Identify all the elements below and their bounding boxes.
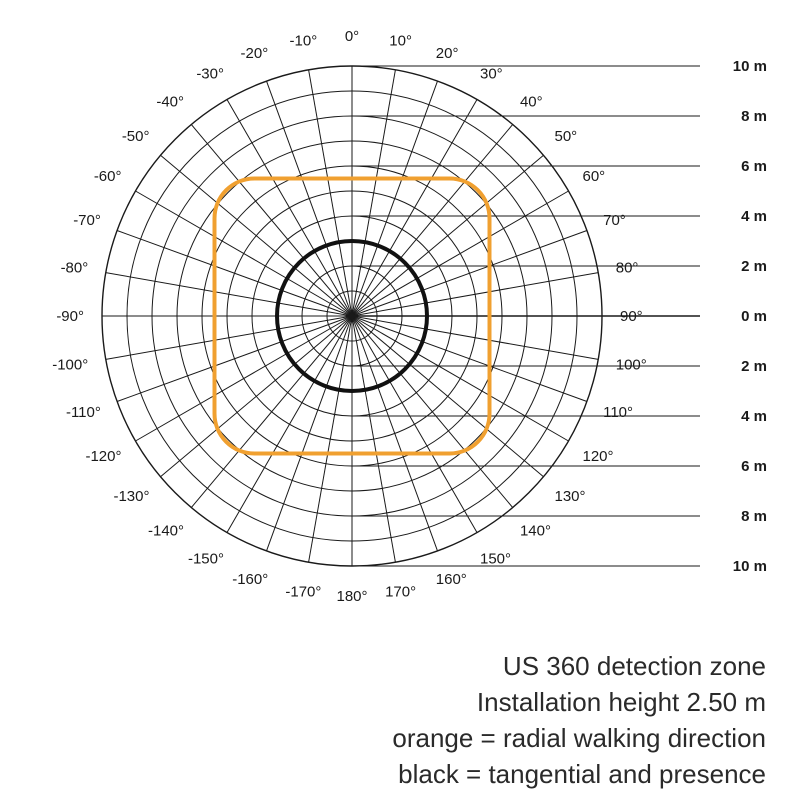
caption: US 360 detection zone Installation heigh… [392, 648, 766, 792]
caption-black-legend: black = tangential and presence [398, 759, 766, 789]
angle-label: -150° [188, 550, 224, 567]
detection-zone-diagram: 0° 10° 20° 30° 40° 50° 60° 70° 80° 90° 100° 110° 120… [52, 28, 767, 605]
distance-label: 4 m [741, 408, 767, 425]
distance-label: 6 m [741, 158, 767, 175]
distance-labels: 10 m 8 m 6 m 4 m 2 m 0 m 2 m 4 m 6 m 8 m 10 m [733, 58, 767, 575]
angle-label: -120° [85, 448, 121, 465]
caption-title: US 360 detection zone [502, 651, 766, 681]
distance-label: 10 m [733, 58, 767, 75]
angle-label: 10° [389, 32, 412, 49]
angle-label: -70° [73, 212, 101, 229]
angle-label: -130° [113, 488, 149, 505]
grid-spoke [160, 154, 353, 317]
detection-zones [212, 176, 492, 456]
angle-label: 0° [345, 28, 359, 45]
grid-spoke [135, 190, 353, 317]
grid-spoke [308, 315, 353, 563]
distance-label: 8 m [741, 508, 767, 525]
grid-spoke [351, 154, 544, 317]
grid-spoke [116, 315, 353, 402]
angle-label: -140° [148, 522, 184, 539]
angle-label: 120° [582, 448, 613, 465]
grid-spoke [351, 124, 514, 317]
angle-label: -110° [66, 404, 101, 421]
grid-spoke [351, 272, 599, 317]
angle-label: -30° [196, 66, 224, 83]
angle-label: -160° [232, 571, 268, 588]
grid-spoke [351, 315, 599, 360]
caption-orange-legend: orange = radial walking direction [392, 723, 766, 753]
distance-label: 10 m [733, 558, 767, 575]
angle-label: -80° [61, 259, 89, 276]
angle-label: -20° [241, 45, 269, 62]
angle-label: 30° [480, 66, 503, 83]
grid-spoke [351, 315, 569, 442]
grid-spoke [160, 315, 353, 478]
grid-spoke [351, 315, 514, 508]
grid-spoke [351, 315, 396, 563]
grid-spoke [116, 230, 353, 317]
angle-label: 170° [385, 584, 416, 601]
grid-spoke [226, 99, 353, 317]
angle-label: -60° [94, 168, 122, 185]
distance-label: 4 m [741, 208, 767, 225]
angle-label: 70° [603, 212, 626, 229]
angle-label: -50° [122, 128, 150, 145]
grid-spoke [351, 315, 544, 478]
grid-spoke [226, 315, 353, 533]
grid-spoke [351, 69, 396, 317]
distance-reference-lines [352, 65, 700, 567]
angle-label: 110° [603, 404, 633, 421]
grid-spoke [190, 315, 353, 508]
angle-label: 80° [616, 259, 639, 276]
grid-spoke [266, 80, 353, 317]
angle-label: 50° [554, 128, 577, 145]
angle-label: -40° [156, 94, 184, 111]
grid-spoke [351, 190, 569, 317]
center-point [349, 313, 355, 319]
grid-spoke [308, 69, 353, 317]
angle-label: -170° [285, 584, 321, 601]
angle-label: 40° [520, 94, 543, 111]
grid-spoke [190, 124, 353, 317]
grid-spoke [266, 315, 353, 552]
angle-label: 180° [336, 588, 367, 605]
angle-label: 90° [620, 308, 643, 325]
angle-label: 160° [436, 571, 467, 588]
caption-installation-height: Installation height 2.50 m [476, 687, 766, 717]
orange-zone-outline [212, 176, 492, 456]
grid-spoke [351, 315, 438, 552]
grid-spoke [105, 315, 353, 360]
distance-label: 6 m [741, 458, 767, 475]
grid-spoke [135, 315, 353, 442]
grid-spoke [351, 315, 588, 402]
angle-label: 100° [616, 357, 647, 374]
angle-label: 60° [582, 168, 605, 185]
grid-spoke [351, 230, 588, 317]
angle-label: 130° [554, 488, 585, 505]
grid-spoke [105, 272, 353, 317]
grid-spoke [351, 99, 478, 317]
angle-label: -100° [52, 357, 88, 374]
angle-label: 150° [480, 550, 511, 567]
angle-label: -10° [290, 32, 318, 49]
angle-label: 140° [520, 522, 551, 539]
angle-label: 20° [436, 45, 459, 62]
distance-label: 2 m [741, 258, 767, 275]
distance-label: 8 m [741, 108, 767, 125]
distance-label: 0 m [741, 308, 767, 325]
grid-spoke [351, 80, 438, 317]
distance-label: 2 m [741, 358, 767, 375]
angle-labels: 0° 10° 20° 30° 40° 50° 60° 70° 80° 90° 100° 110° 120… [52, 28, 647, 605]
angle-label: -90° [56, 308, 84, 325]
black-zone-circle [275, 239, 429, 393]
grid-spoke [351, 315, 478, 533]
